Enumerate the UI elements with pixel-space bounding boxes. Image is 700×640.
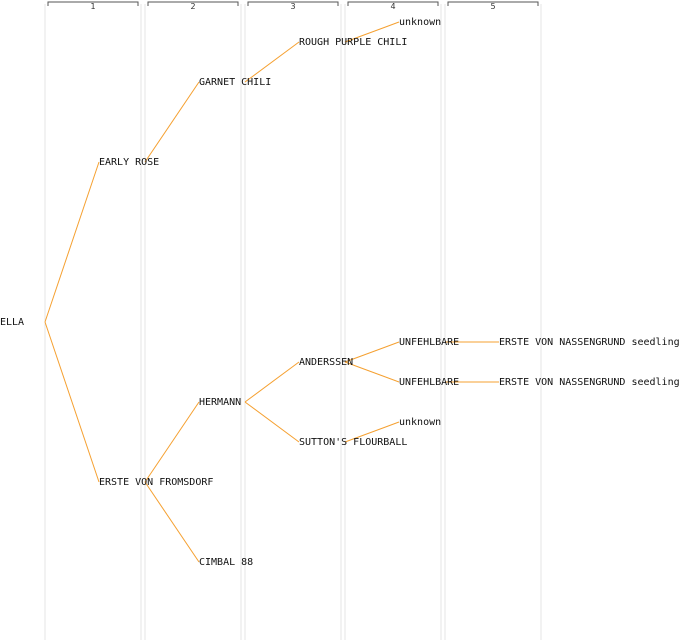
generation-bracket-2 — [147, 1, 239, 6]
pedigree-node-anderssen[interactable]: ANDERSSEN — [299, 357, 353, 368]
pedigree-node-garnet-chili[interactable]: GARNET CHILI — [199, 77, 271, 88]
connector-erste-von-fromsdorf-to-hermann — [144, 401, 200, 483]
connector-anderssen-to-unfehlbare-2 — [344, 361, 400, 383]
pedigree-node-cimbal-88[interactable]: CIMBAL 88 — [199, 557, 253, 568]
pedigree-node-erste-von-nassengrund-seedling-1[interactable]: ERSTE VON NASSENGRUND seedling — [499, 337, 680, 348]
connector-early-rose-to-garnet-chili — [144, 81, 200, 163]
pedigree-node-unknown-2[interactable]: unknown — [399, 417, 441, 428]
pedigree-node-erste-von-nassengrund-seedling-2[interactable]: ERSTE VON NASSENGRUND seedling — [499, 377, 680, 388]
connector-hermann-to-suttons-flourball — [244, 401, 300, 443]
connector-hermann-to-anderssen — [244, 361, 300, 403]
pedigree-node-hermann[interactable]: HERMANN — [199, 397, 241, 408]
pedigree-node-rough-purple-chili[interactable]: ROUGH PURPLE CHILI — [299, 37, 407, 48]
generation-header-4: 4 — [390, 2, 395, 11]
generation-bracket-5 — [447, 1, 539, 6]
connector-suttons-flourball-to-unknown-2 — [344, 421, 400, 443]
pedigree-node-early-rose[interactable]: EARLY ROSE — [99, 157, 159, 168]
connector-ella-to-erste-von-fromsdorf — [44, 321, 100, 483]
generation-header-5: 5 — [490, 2, 495, 11]
pedigree-node-erste-von-fromsdorf[interactable]: ERSTE VON FROMSDORF — [99, 477, 213, 488]
generation-header-3: 3 — [290, 2, 295, 11]
connector-garnet-chili-to-rough-purple-chili — [244, 41, 300, 83]
connector-anderssen-to-unfehlbare-1 — [344, 341, 400, 363]
pedigree-node-ella[interactable]: ELLA — [0, 317, 24, 328]
generation-bracket-4 — [347, 1, 439, 6]
column-dividers — [44, 4, 542, 640]
generation-headers: 1 2 3 4 5 — [47, 1, 539, 11]
pedigree-node-suttons-flourball[interactable]: SUTTON'S FLOURBALL — [299, 437, 407, 448]
connector-ella-to-early-rose — [44, 161, 100, 323]
generation-header-2: 2 — [190, 2, 195, 11]
pedigree-node-unfehlbare-1[interactable]: UNFEHLBARE — [399, 337, 459, 348]
generation-header-1: 1 — [90, 2, 95, 11]
generation-bracket-3 — [247, 1, 339, 6]
connector-erste-von-fromsdorf-to-cimbal-88 — [144, 481, 200, 563]
node-labels: ELLA EARLY ROSE ERSTE VON FROMSDORF GARNET … — [0, 17, 680, 568]
pedigree-node-unfehlbare-2[interactable]: UNFEHLBARE — [399, 377, 459, 388]
connector-rough-purple-chili-to-unknown-1 — [344, 21, 400, 43]
pedigree-node-unknown-1[interactable]: unknown — [399, 17, 441, 28]
connector-lines — [44, 21, 499, 563]
generation-bracket-1 — [47, 1, 139, 6]
